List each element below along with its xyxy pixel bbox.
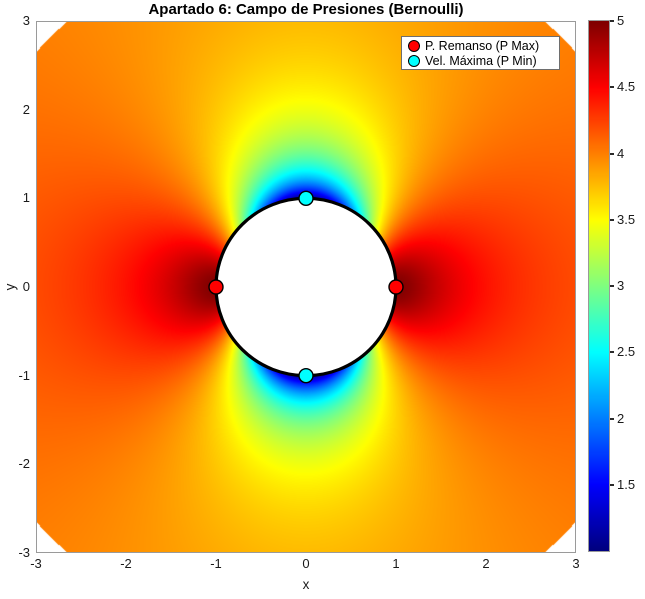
max-velocity-point-marker (298, 367, 314, 384)
y-tick-label: -3 (18, 545, 30, 560)
stagnation-point-marker (208, 279, 224, 295)
x-tick-label: 2 (482, 556, 490, 571)
cylinder-outline (214, 196, 398, 378)
y-tick-label: 3 (22, 13, 30, 28)
colorbar-tick-label: 2.5 (617, 344, 636, 360)
colorbar-tick-label: 4 (617, 145, 625, 161)
max-velocity-point-marker (298, 190, 314, 207)
stagnation-point-marker (388, 279, 404, 295)
plot-area (36, 21, 576, 553)
legend-entry-stagnation: P. Remanso (P Max) (408, 38, 559, 53)
legend-box: P. Remanso (P Max) Vel. Máxima (P Min) (401, 36, 560, 70)
colorbar-tick (610, 20, 614, 22)
y-tick-label: 1 (22, 190, 30, 206)
plot-overlay (208, 190, 404, 384)
colorbar-tick-label: 4.5 (617, 79, 636, 95)
colorbar (588, 20, 610, 552)
colorbar-tick (610, 86, 614, 89)
colorbar-tick (610, 285, 614, 287)
x-tick-label: 1 (392, 556, 400, 571)
x-axis-label: x (302, 577, 310, 592)
colorbar-tick (610, 218, 614, 221)
x-tick-label: -1 (210, 556, 222, 571)
colorbar-tick (610, 351, 614, 354)
colorbar-tick (610, 152, 614, 155)
colorbar-tick-label: 1.5 (617, 476, 636, 492)
chart-title: Apartado 6: Campo de Presiones (Bernoull… (148, 1, 464, 18)
x-tick-label: -2 (120, 556, 132, 571)
y-tick-label: 0 (22, 279, 30, 294)
legend-marker-cyan-icon (408, 54, 420, 67)
colorbar-tick (610, 483, 614, 486)
legend-label-stagnation: P. Remanso (P Max) (425, 38, 540, 53)
y-tick-label: 2 (22, 101, 30, 117)
x-tick-label: 0 (302, 556, 310, 571)
colorbar-tick (610, 417, 614, 420)
colorbar-tick-label: 2 (617, 410, 625, 426)
colorbar-tick-label: 3.5 (617, 211, 636, 227)
legend-entry-max-velocity: Vel. Máxima (P Min) (408, 53, 559, 68)
x-tick-label: 3 (572, 556, 580, 571)
legend-marker-red-icon (408, 39, 420, 52)
y-tick-label: -2 (18, 456, 30, 472)
colorbar-tick-label: 5 (617, 13, 625, 28)
colorbar-gradient (589, 21, 609, 551)
colorbar-tick-label: 3 (617, 278, 625, 293)
y-tick-label: -1 (18, 367, 30, 383)
x-tick-label: -3 (30, 556, 42, 571)
legend-label-max-velocity: Vel. Máxima (P Min) (425, 53, 537, 68)
